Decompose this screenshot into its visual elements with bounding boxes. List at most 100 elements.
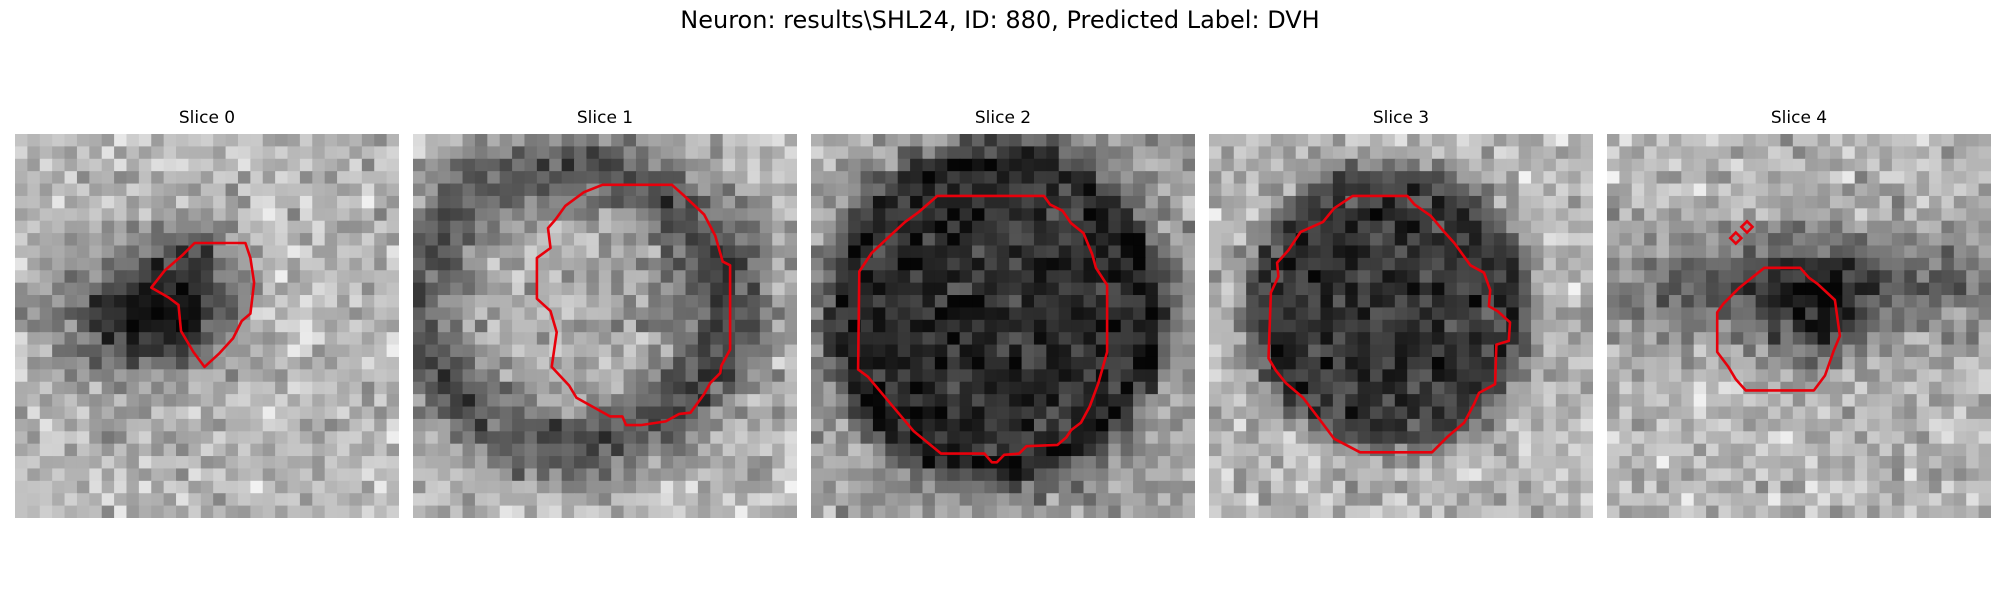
image-pixel <box>1431 195 1445 209</box>
image-pixel <box>1270 319 1284 333</box>
image-pixel <box>959 319 973 333</box>
image-pixel <box>1978 183 1991 197</box>
image-pixel <box>1607 282 1620 296</box>
image-pixel <box>213 418 227 432</box>
image-pixel <box>1619 195 1633 209</box>
image-pixel <box>163 344 177 358</box>
image-pixel <box>413 418 426 432</box>
image-pixel <box>114 381 128 395</box>
image-pixel <box>1568 332 1582 346</box>
image-pixel <box>1493 406 1507 420</box>
image-pixel <box>52 270 66 284</box>
image-pixel <box>200 381 214 395</box>
image-pixel <box>1370 394 1384 408</box>
image-pixel <box>27 220 41 234</box>
image-pixel <box>349 134 363 147</box>
image-pixel <box>1706 158 1720 172</box>
image-pixel <box>1246 183 1260 197</box>
image-pixel <box>1619 456 1633 470</box>
image-pixel <box>1580 233 1593 247</box>
image-pixel <box>299 307 313 321</box>
image-pixel <box>1842 431 1856 445</box>
image-pixel <box>1867 257 1881 271</box>
image-pixel <box>947 505 961 518</box>
image-pixel <box>1431 307 1445 321</box>
image-pixel <box>1332 220 1346 234</box>
image-pixel <box>735 208 749 222</box>
image-pixel <box>872 394 886 408</box>
image-pixel <box>450 356 464 370</box>
image-pixel <box>1382 431 1396 445</box>
image-pixel <box>697 456 711 470</box>
image-pixel <box>76 493 90 507</box>
image-pixel <box>1829 369 1843 383</box>
image-pixel <box>262 456 276 470</box>
image-pixel <box>512 134 526 147</box>
image-pixel <box>52 245 66 259</box>
image-pixel <box>1966 344 1980 358</box>
image-pixel <box>1879 195 1893 209</box>
image-pixel <box>784 146 797 160</box>
image-pixel <box>1246 456 1260 470</box>
image-pixel <box>623 332 637 346</box>
image-pixel <box>835 233 849 247</box>
image-pixel <box>772 146 786 160</box>
image-pixel <box>1058 369 1072 383</box>
image-pixel <box>138 282 152 296</box>
image-pixel <box>1506 257 1520 271</box>
image-pixel <box>1394 158 1408 172</box>
image-pixel <box>114 332 128 346</box>
image-pixel <box>1743 456 1757 470</box>
image-pixel <box>76 270 90 284</box>
image-pixel <box>324 418 338 432</box>
image-pixel <box>474 195 488 209</box>
image-pixel <box>611 270 625 284</box>
image-pixel <box>64 319 78 333</box>
image-pixel <box>1209 505 1222 518</box>
image-pixel <box>1444 208 1458 222</box>
image-pixel <box>487 505 501 518</box>
image-pixel <box>1817 381 1831 395</box>
image-pixel <box>1941 406 1955 420</box>
image-pixel <box>361 394 375 408</box>
image-pixel <box>1407 456 1421 470</box>
image-pixel <box>1209 158 1222 172</box>
image-pixel <box>1929 456 1943 470</box>
image-pixel <box>337 468 351 482</box>
image-pixel <box>1283 456 1297 470</box>
image-pixel <box>1555 282 1569 296</box>
image-pixel <box>1071 245 1085 259</box>
image-pixel <box>934 431 948 445</box>
image-pixel <box>275 381 289 395</box>
image-pixel <box>747 134 761 147</box>
image-pixel <box>1221 158 1235 172</box>
image-pixel <box>474 344 488 358</box>
image-pixel <box>934 158 948 172</box>
image-pixel <box>312 356 326 370</box>
image-pixel <box>860 381 874 395</box>
image-pixel <box>1631 307 1645 321</box>
image-pixel <box>922 468 936 482</box>
image-pixel <box>1033 245 1047 259</box>
image-pixel <box>151 295 165 309</box>
image-pixel <box>959 183 973 197</box>
image-pixel <box>1246 406 1260 420</box>
image-pixel <box>1145 443 1159 457</box>
image-pixel <box>1157 208 1171 222</box>
image-pixel <box>324 270 338 284</box>
image-pixel <box>1768 332 1782 346</box>
image-pixel <box>425 356 439 370</box>
image-pixel <box>89 220 103 234</box>
image-pixel <box>934 332 948 346</box>
image-pixel <box>450 369 464 383</box>
image-pixel <box>1071 344 1085 358</box>
image-pixel <box>64 146 78 160</box>
image-pixel <box>1456 381 1470 395</box>
image-pixel <box>574 171 588 185</box>
image-pixel <box>1258 282 1272 296</box>
image-pixel <box>660 270 674 284</box>
image-pixel <box>1693 171 1707 185</box>
image-pixel <box>1407 493 1421 507</box>
image-pixel <box>1233 257 1247 271</box>
image-pixel <box>1108 394 1122 408</box>
